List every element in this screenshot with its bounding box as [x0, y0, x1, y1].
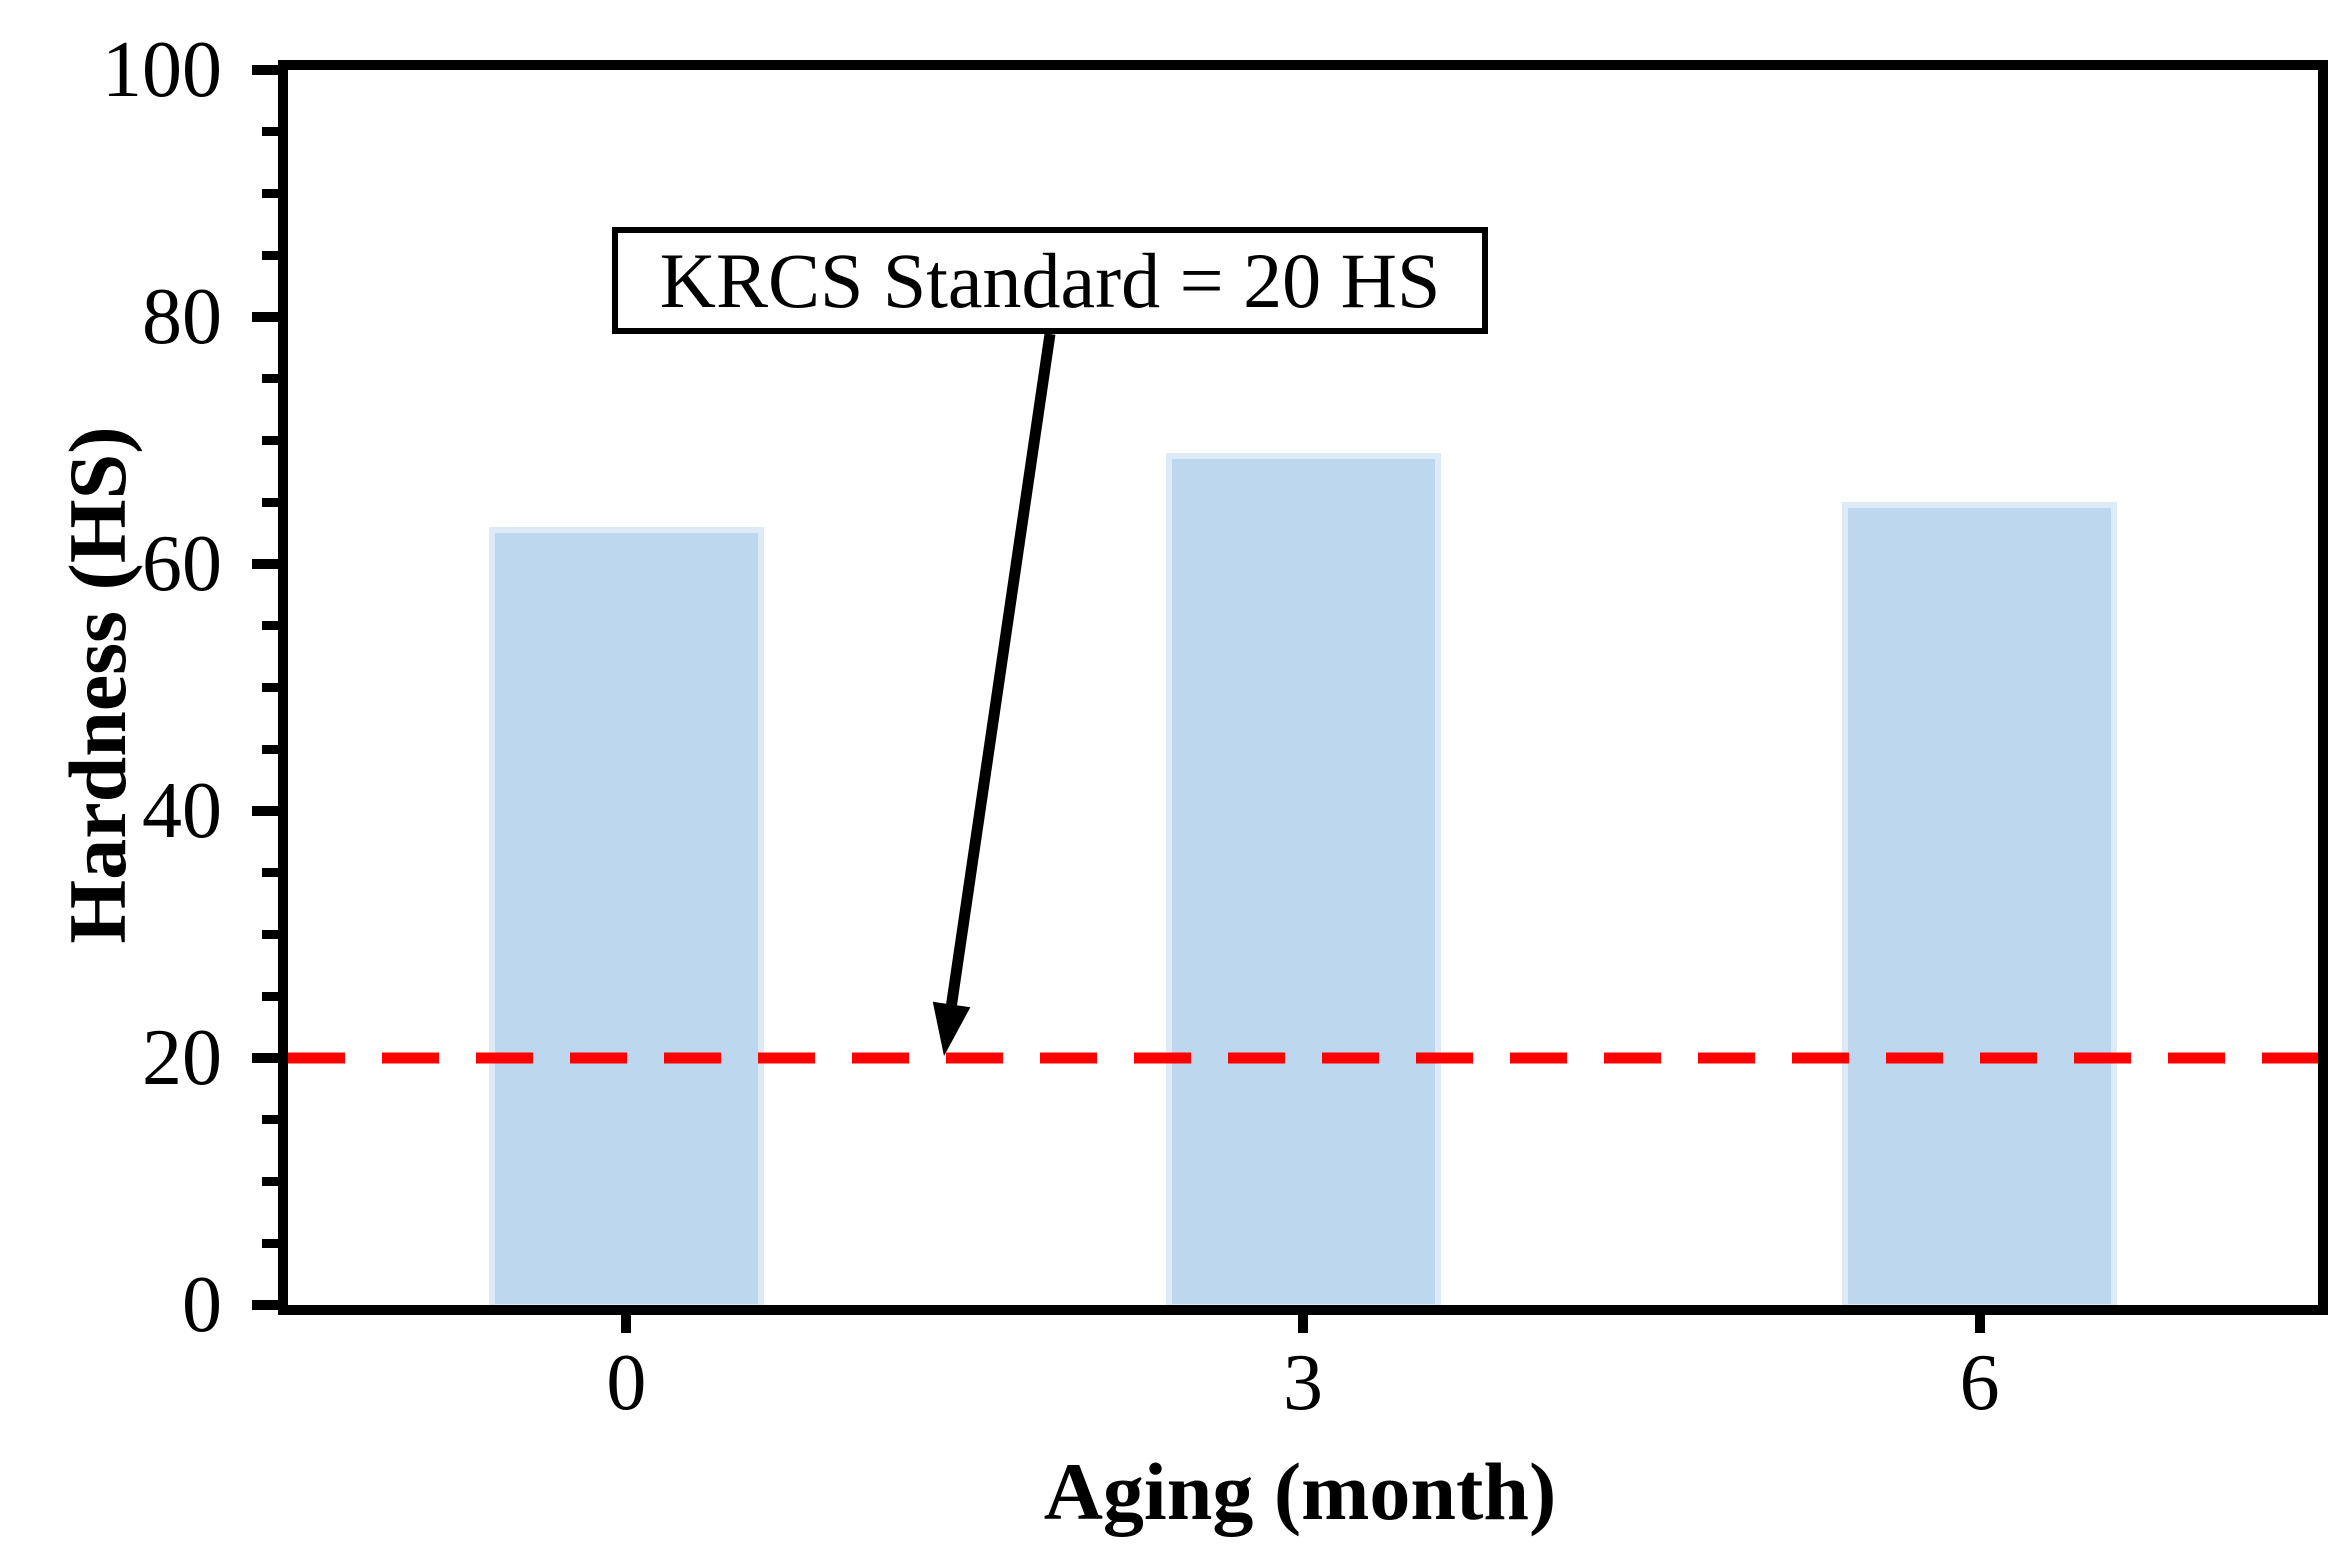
bar-month-6 — [1842, 502, 2118, 1310]
y-axis-title: Hardness (HS) — [52, 426, 143, 944]
y-minor-tick — [262, 868, 278, 878]
y-tick-label: 0 — [182, 1261, 222, 1349]
x-tick — [1974, 1315, 1985, 1333]
annotation-box: KRCS Standard = 20 HS — [612, 227, 1488, 334]
y-major-tick — [252, 1300, 278, 1310]
y-minor-tick — [262, 189, 278, 198]
y-minor-tick — [262, 374, 278, 384]
y-major-tick — [252, 65, 278, 75]
annotation-text: KRCS Standard = 20 HS — [659, 236, 1441, 324]
y-major-tick — [252, 312, 278, 322]
y-tick-label: 40 — [142, 767, 222, 855]
x-tick — [1298, 1315, 1308, 1333]
y-minor-tick — [262, 1115, 278, 1125]
y-minor-tick — [262, 1177, 278, 1186]
x-tick — [621, 1315, 632, 1333]
y-major-tick — [252, 559, 278, 569]
x-tick-label: 6 — [1959, 1339, 2000, 1427]
y-minor-tick — [262, 250, 278, 260]
annotation-arrow-shaft — [946, 333, 1056, 1006]
y-minor-tick — [262, 991, 278, 1001]
annotation-arrow-head — [932, 1001, 971, 1056]
y-minor-tick — [262, 436, 278, 445]
y-minor-tick — [262, 683, 278, 692]
x-axis-title: Aging (month) — [1043, 1446, 1557, 1537]
bar-month-3 — [1165, 452, 1441, 1310]
y-tick-label: 20 — [142, 1014, 222, 1102]
y-tick-label: 80 — [142, 273, 222, 361]
y-minor-tick — [262, 930, 278, 939]
y-tick-label: 100 — [102, 26, 222, 114]
y-minor-tick — [262, 497, 278, 507]
y-minor-tick — [262, 621, 278, 631]
y-minor-tick — [262, 127, 278, 137]
y-tick-label: 60 — [142, 520, 222, 608]
bar-month-0 — [488, 526, 764, 1310]
y-minor-tick — [262, 744, 278, 754]
y-major-tick — [252, 1053, 278, 1063]
x-tick-label: 0 — [606, 1339, 647, 1427]
y-major-tick — [252, 806, 278, 816]
x-tick-label: 3 — [1283, 1339, 1323, 1427]
y-minor-tick — [262, 1238, 278, 1248]
